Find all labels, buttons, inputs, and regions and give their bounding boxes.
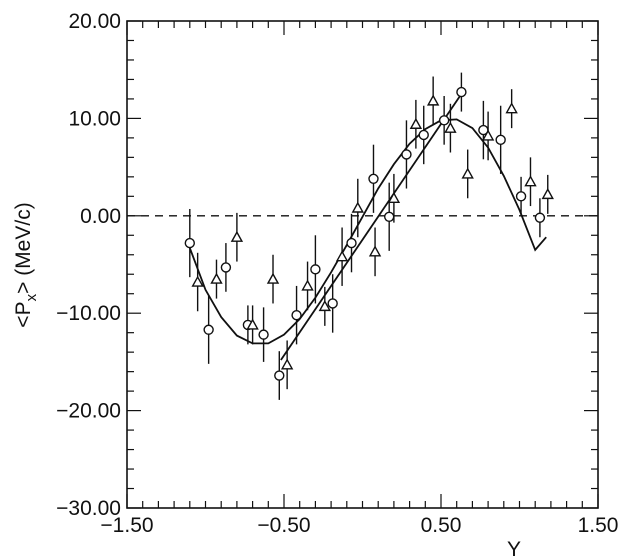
- x-tick-label: 0.50: [421, 514, 462, 537]
- data-point-triangle: [481, 129, 495, 141]
- data-point-triangle: [191, 275, 204, 287]
- y-tick-label: −10.00: [56, 302, 121, 325]
- fit-layer: [188, 88, 547, 361]
- data-point-circle: [258, 329, 269, 340]
- data-point-circle: [346, 237, 357, 249]
- data-point-circle: [310, 264, 321, 275]
- data-point-triangle: [351, 201, 364, 213]
- data-point-triangle: [230, 230, 244, 242]
- data-point-triangle: [426, 94, 440, 106]
- y-axis-title-subscript: x: [23, 293, 40, 301]
- y-tick-label: 10.00: [68, 107, 121, 130]
- data-point-triangle: [368, 245, 382, 257]
- data-point-triangle: [301, 279, 314, 291]
- y-tick-label: 0.00: [80, 205, 121, 228]
- data-point-triangle: [409, 117, 423, 129]
- x-tick-label: 1.50: [578, 514, 619, 537]
- data-point-triangle: [266, 272, 280, 284]
- y-axis-title: <Px> (MeV/c): [12, 202, 40, 327]
- x-tick-label: −1.50: [100, 514, 153, 537]
- y-axis-title-main: <P: [12, 301, 35, 327]
- y-tick-label: −20.00: [56, 400, 121, 423]
- data-point-triangle: [210, 272, 223, 284]
- data-point-circle: [274, 370, 285, 381]
- data-point-triangle: [444, 121, 457, 133]
- data-point-circle: [515, 191, 527, 202]
- data-point-circle: [220, 262, 232, 273]
- data-point-triangle: [505, 102, 518, 114]
- data-point-circle: [418, 129, 429, 141]
- fit-curve-polynomial: [188, 118, 547, 345]
- data-point-triangle: [387, 191, 401, 203]
- data-point-circle: [438, 115, 450, 126]
- tick-layer: [126, 20, 599, 509]
- x-tick-label: −0.50: [257, 514, 310, 537]
- marker-layer: [184, 86, 554, 381]
- data-point-triangle: [318, 299, 332, 312]
- data-point-triangle: [524, 175, 537, 187]
- y-tick-label: 20.00: [68, 10, 121, 33]
- y-axis-title-tail: > (MeV/c): [12, 202, 35, 294]
- data-point-circle: [456, 86, 467, 98]
- tick-label-layer: −1.50 −0.50 0.50 1.50 −30.00 −20.00 −10.00 0.00…: [56, 10, 618, 537]
- data-point-circle: [401, 149, 412, 160]
- data-point-circle: [291, 309, 302, 321]
- data-point-triangle: [246, 318, 259, 330]
- data-point-circle: [184, 237, 196, 249]
- data-point-triangle: [541, 187, 554, 200]
- error-bar-layer: [189, 72, 549, 400]
- x-axis-title: Y: [507, 538, 521, 558]
- data-point-circle: [368, 173, 379, 184]
- data-point-triangle: [461, 167, 474, 179]
- data-point-circle: [534, 212, 546, 223]
- data-point-triangle: [335, 250, 349, 262]
- data-point-circle: [383, 211, 395, 222]
- fit-curve-linear: [280, 88, 466, 361]
- data-point-triangle: [280, 358, 294, 370]
- data-point-circle: [495, 134, 506, 146]
- data-point-circle: [203, 324, 214, 335]
- data-point-circle: [327, 298, 338, 309]
- y-tick-label: −30.00: [56, 497, 121, 520]
